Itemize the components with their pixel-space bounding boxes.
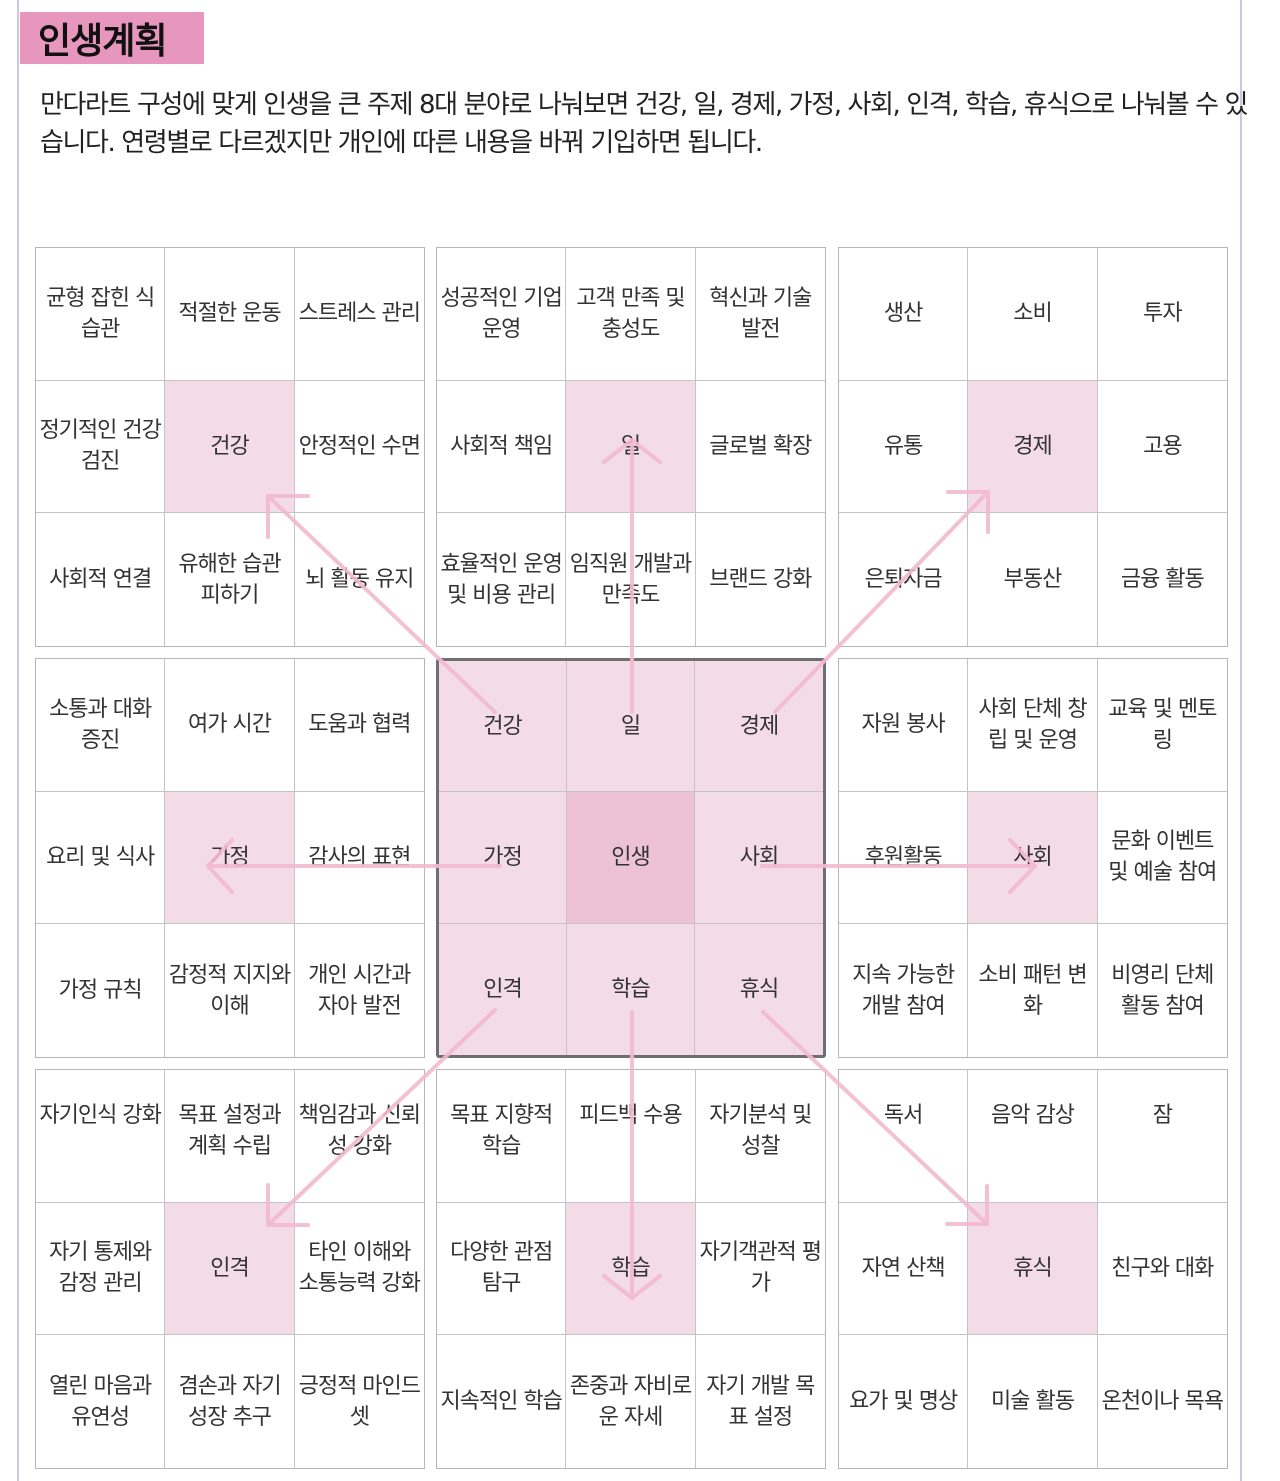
mandalart-cell: 가정 규칙	[36, 924, 166, 1057]
mandalart-cell: 자기인식 강화	[36, 1070, 166, 1203]
mandalart-cell: 자기 통제와 감정 관리	[36, 1202, 166, 1336]
mandalart-cell: 자기 개발 목표 설정	[706, 1373, 815, 1430]
mandalart-cell: 독서	[839, 1070, 969, 1203]
mandalart-cell: 금융 활동	[1120, 567, 1205, 593]
mandalart-cell: 잠	[1097, 1070, 1227, 1203]
mandalart-cell: 스트레스 관리	[294, 248, 424, 381]
mandalart-cell: 온천이나 목욕	[1101, 1389, 1224, 1415]
page-border-left	[17, 0, 19, 1481]
mandalart-cell: 뇌 활동 유지	[305, 567, 414, 593]
mandalart-theme-cell: 인격	[165, 1202, 295, 1336]
mandalart-cell: 지속 가능한 개발 참여	[839, 924, 969, 1057]
mandalart-cell: 겸손과 자기 성장 추구	[165, 1335, 295, 1468]
mandalart-cell: 자기분석 및 성찰	[695, 1070, 825, 1203]
mandalart-cell: 유통	[839, 380, 969, 514]
mandalart-cell: 가정	[439, 792, 567, 924]
mandalart-cell: 임직원 개발과 만족도	[566, 513, 696, 646]
mandalart-cell: 경제	[695, 661, 823, 793]
mandalart-cell: 안정적인 수면	[294, 381, 424, 514]
mandalart-cell: 미술 활동	[968, 1335, 1098, 1468]
mandalart-cell: 음악 감상	[968, 1070, 1098, 1203]
mandalart-cell: 휴식	[695, 923, 823, 1055]
mandalart-cell: 교육 및 멘토링	[1097, 659, 1227, 792]
mandalart-cell: 비영리 단체 활동 참여	[1111, 962, 1214, 1019]
page-border-right	[1240, 0, 1242, 1481]
mandalart-cell: 유해한 습관 피하기	[165, 513, 295, 646]
mandalart-cell: 은퇴자금	[839, 513, 969, 646]
mandalart-cell: 자기객관적 평가	[695, 1203, 825, 1336]
mandalart-cell: 문화 이벤트 및 예술 참여	[1097, 792, 1227, 925]
mandalart-theme-cell: 건강	[165, 380, 295, 514]
mandalart-cell: 지속적인 학습	[437, 1335, 567, 1468]
mandalart-cell: 건강	[439, 661, 567, 793]
mandalart-theme-cell: 경제	[968, 380, 1098, 514]
mandalart-theme-cell: 일	[566, 380, 696, 514]
mandalart-theme-cell: 학습	[566, 1202, 696, 1336]
mandalart-cell: 고객 만족 및 충성도	[566, 248, 696, 381]
mandalart-theme-cell: 인생	[567, 792, 695, 924]
mandalart-cell: 사회	[695, 792, 823, 924]
mandalart-cell: 친구와 대화	[1097, 1203, 1227, 1336]
title-banner: 인생계획	[20, 12, 204, 64]
mandalart-cell: 소비 패턴 변화	[968, 924, 1098, 1057]
mandalart-cell: 소통과 대화 증진	[36, 659, 166, 792]
mandalart-theme-cell: 휴식	[968, 1202, 1098, 1336]
mandalart-cell: 혁신과 기술 발전	[695, 248, 825, 381]
mandalart-cell: 자연 산책	[839, 1202, 969, 1336]
page-title: 인생계획	[38, 21, 167, 62]
mandalart-cell: 균형 잡힌 식습관	[36, 248, 166, 381]
mandalart-cell: 개인 시간과 자아 발전	[308, 962, 411, 1019]
mandalart-cell: 적절한 운동	[165, 248, 295, 381]
mandalart-cell: 자원 봉사	[839, 659, 969, 792]
mandalart-cell: 생산	[839, 248, 969, 381]
mandalart-cell: 존중과 자비로운 자세	[566, 1335, 696, 1468]
intro-paragraph: 만다라트 구성에 맞게 인생을 큰 주제 8대 분야로 나눠보면 건강, 일, …	[40, 90, 1248, 158]
mandalart-cell: 감사의 표현	[294, 792, 424, 925]
mandalart-cell: 효율적인 운영 및 비용 관리	[437, 513, 567, 646]
mandalart-cell: 고용	[1097, 381, 1227, 514]
mandalart-cell: 소비	[968, 248, 1098, 381]
mandalart-theme-cell: 사회	[968, 791, 1098, 925]
mandalart-cell: 투자	[1097, 248, 1227, 381]
mandalart-cell: 부동산	[968, 513, 1098, 646]
mandalart-cell: 글로벌 확장	[695, 381, 825, 514]
mandalart-cell: 감정적 지지와 이해	[165, 924, 295, 1057]
mandalart-cell: 목표 지향적 학습	[437, 1070, 567, 1203]
mandalart-cell: 열린 마음과 유연성	[36, 1335, 166, 1468]
mandalart-cell: 다양한 관점 탐구	[437, 1202, 567, 1336]
mandalart-cell: 피드백 수용	[566, 1070, 696, 1203]
mandalart-cell: 성공적인 기업 운영	[437, 248, 567, 381]
mandalart-cell: 요가 및 명상	[839, 1335, 969, 1468]
mandalart-cell: 인격	[439, 923, 567, 1055]
mandalart-cell: 사회적 연결	[36, 513, 166, 646]
mandalart-cell: 학습	[567, 923, 695, 1055]
mandalart-cell: 책임감과 신뢰성 강화	[294, 1070, 424, 1203]
mandalart-cell: 브랜드 강화	[709, 567, 812, 593]
mandalart-cell: 후원활동	[839, 791, 969, 925]
mandalart-cell: 정기적인 건강 검진	[36, 380, 166, 514]
mandalart-cell: 목표 설정과 계획 수립	[165, 1070, 295, 1203]
mandalart-cell: 요리 및 식사	[36, 791, 166, 925]
mandalart-cell: 도움과 협력	[294, 659, 424, 792]
mandalart-cell: 사회 단체 창립 및 운영	[968, 659, 1098, 792]
mandalart-cell: 일	[567, 661, 695, 793]
mandalart-theme-cell: 가정	[165, 791, 295, 925]
mandalart-cell: 긍정적 마인드셋	[298, 1373, 421, 1430]
mandalart-cell: 타인 이해와 소통능력 강화	[294, 1203, 424, 1336]
mandalart-cell: 여가 시간	[165, 659, 295, 792]
mandalart-cell: 사회적 책임	[437, 380, 567, 514]
